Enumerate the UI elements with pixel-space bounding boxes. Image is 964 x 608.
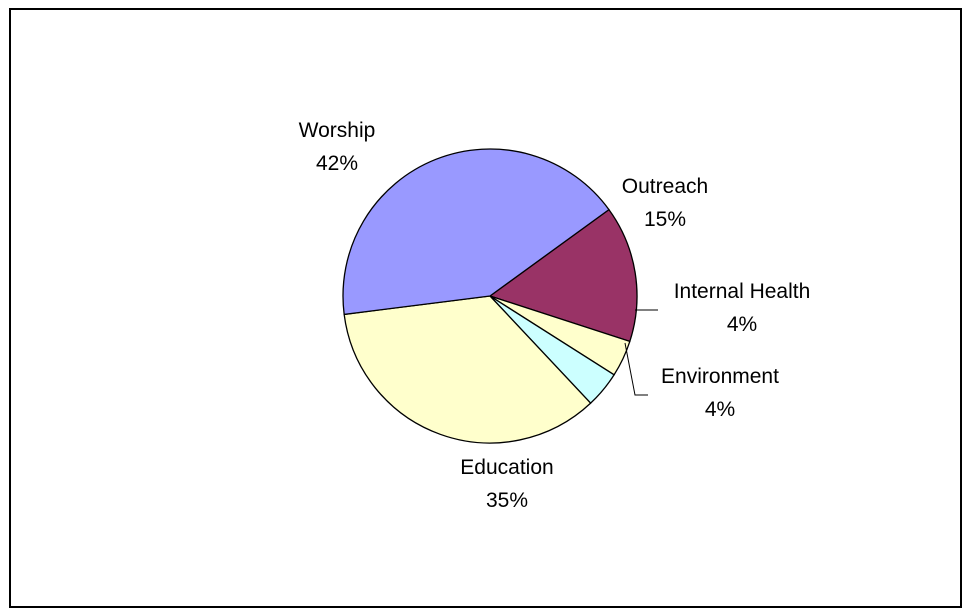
pie-slice-education (343, 295, 592, 444)
slice-label-environment: Environment (661, 365, 779, 388)
slice-label-internal-health: Internal Health (674, 280, 811, 303)
pie-slices (342, 148, 638, 444)
slice-percent-outreach: 15% (644, 208, 686, 231)
pie-chart: Outreach 15% Internal Health 4% Environment 4… (299, 119, 811, 512)
slice-label-education: Education (460, 456, 553, 479)
slice-percent-environment: 4% (705, 398, 735, 421)
leader-line-environment (624, 342, 648, 396)
leader-lines (624, 309, 658, 396)
pie-slice-worship (342, 148, 610, 316)
slice-percent-internal-health: 4% (727, 313, 757, 336)
slice-percent-education: 35% (486, 489, 528, 512)
slice-label-outreach: Outreach (622, 175, 708, 198)
slice-labels: Outreach 15% Internal Health 4% Environment 4… (299, 119, 811, 512)
slice-label-worship: Worship (299, 119, 376, 142)
pie-slice-outreach (488, 208, 638, 343)
slice-percent-worship: 42% (316, 152, 358, 175)
